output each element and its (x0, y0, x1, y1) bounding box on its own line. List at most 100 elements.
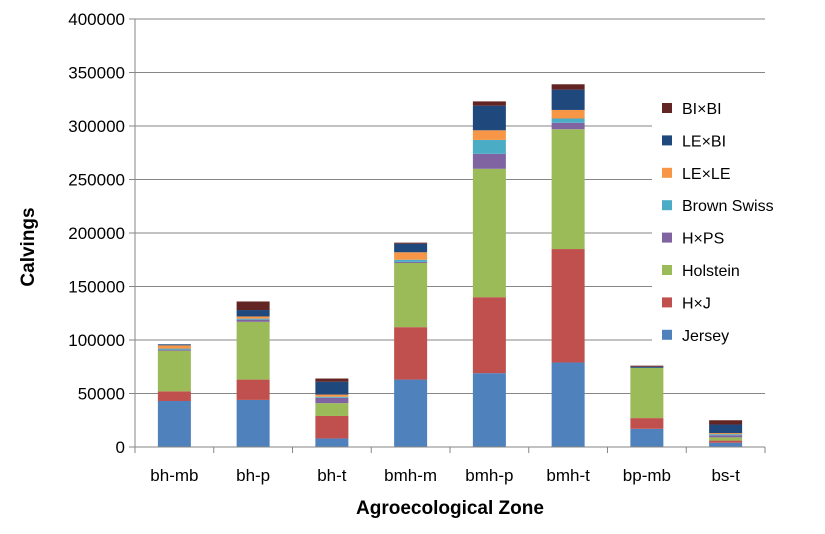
bar-segment-le-bi-bh-mb (157, 344, 191, 346)
bar-segment-le-bi-bp-mb (630, 366, 664, 368)
bar-segment-h-j-bh-p (236, 379, 270, 400)
bar-segment-h-j-bp-mb (630, 418, 664, 429)
bar-segment-h-j-bh-t (315, 415, 349, 439)
bar-segment-h-j-bmh-t (551, 249, 585, 363)
y-tick-label: 400000 (68, 10, 125, 29)
legend-label: Brown Swiss (682, 198, 774, 215)
legend-swatch (662, 329, 672, 340)
y-tick-label: 300000 (68, 117, 125, 136)
x-tick-label: bh-mb (150, 466, 198, 485)
bar-segment-h-ps-bh-mb (157, 349, 191, 351)
bar-segment-holstein-bmh-m (394, 262, 428, 328)
legend-label: H×PS (682, 231, 724, 248)
legend-label: Jersey (682, 328, 729, 345)
bar-segment-brown-swiss-bmh-m (394, 259, 428, 262)
bar-segment-brown-swiss-bh-p (236, 318, 270, 320)
y-tick-label: 350000 (68, 64, 125, 83)
bar-segment-holstein-bh-mb (157, 350, 191, 392)
bar-segment-h-ps-bmh-t (551, 122, 585, 130)
bar-segment-brown-swiss-bh-mb (157, 348, 191, 350)
bar-segment-le-le-bs-t (709, 433, 743, 435)
y-tick-label: 200000 (68, 224, 125, 243)
bar-segment-jersey-bh-mb (157, 400, 191, 447)
bar-segment-holstein-bh-p (236, 321, 270, 380)
bar-segment-bi-bi-bs-t (709, 420, 743, 425)
y-tick-label: 50000 (78, 385, 125, 404)
legend-swatch (662, 232, 672, 243)
legend-swatch (662, 135, 672, 146)
bar-segment-h-ps-bh-t (315, 397, 349, 404)
bar-segment-bi-bi-bmh-p (472, 101, 506, 106)
bar-segment-jersey-bs-t (709, 442, 743, 447)
x-axis-title: Agroecological Zone (356, 498, 544, 519)
legend-swatch (662, 297, 672, 308)
bar-segment-le-bi-bs-t (709, 424, 743, 434)
bar-segment-le-bi-bmh-m (394, 243, 428, 253)
x-tick-label: bs-t (711, 466, 740, 485)
bar-segment-le-bi-bh-p (236, 310, 270, 317)
bar-segment-le-bi-bh-t (315, 381, 349, 395)
bar-segment-h-j-bh-mb (157, 391, 191, 401)
bar-segment-le-le-bmh-m (394, 252, 428, 260)
legend-label: H×J (682, 295, 711, 312)
legend-box (652, 92, 792, 342)
x-tick-label: bmh-m (384, 466, 437, 485)
bar-segment-jersey-bmh-t (551, 362, 585, 447)
bar-segment-holstein-bp-mb (630, 367, 664, 419)
bar-segment-brown-swiss-bmh-t (551, 118, 585, 123)
bar-segment-holstein-bmh-t (551, 129, 585, 250)
x-tick-label: bmh-p (465, 466, 513, 485)
x-tick-label: bmh-t (546, 466, 590, 485)
legend-label: LE×LE (682, 166, 730, 183)
bar-segment-brown-swiss-bs-t (709, 434, 743, 436)
bar-segment-holstein-bs-t (709, 437, 743, 441)
bar-segment-h-j-bmh-p (472, 297, 506, 374)
x-tick-label: bp-mb (623, 466, 671, 485)
legend-label: BI×BI (682, 101, 722, 118)
legend-label: LE×BI (682, 133, 726, 150)
x-tick-label: bh-p (236, 466, 270, 485)
bars (157, 84, 743, 447)
y-tick-label: 0 (116, 438, 125, 457)
tick-labels: 0 50000 100000 150000 200000 250000 300000 3500… (68, 10, 740, 485)
legend-label: Holstein (682, 263, 740, 280)
bar-segment-le-le-bh-mb (157, 345, 191, 349)
legend: BI×BI LE×BI LE×LE Brown Swiss H×PS Holstein H×… (652, 92, 792, 345)
y-tick-label: 150000 (68, 278, 125, 297)
bar-segment-bi-bi-bh-t (315, 378, 349, 382)
bar-segment-le-le-bmh-p (472, 130, 506, 140)
bar-segment-bi-bi-bmh-m (394, 242, 428, 244)
bar-segment-bi-bi-bp-mb (630, 365, 664, 367)
bar-segment-h-ps-bmh-p (472, 153, 506, 169)
bar-segment-le-le-bh-t (315, 394, 349, 397)
bar-segment-le-bi-bmh-p (472, 105, 506, 131)
bar-segment-holstein-bh-t (315, 403, 349, 416)
bar-segment-le-le-bh-p (236, 316, 270, 319)
legend-swatch (662, 200, 672, 211)
bar-segment-h-j-bs-t (709, 440, 743, 443)
legend-swatch (662, 167, 672, 178)
y-tick-label: 250000 (68, 171, 125, 190)
bar-segment-bi-bi-bmh-t (551, 84, 585, 90)
bar-segment-jersey-bh-p (236, 399, 270, 447)
bar-segment-h-j-bmh-m (394, 327, 428, 380)
bar-segment-le-bi-bmh-t (551, 89, 585, 110)
bar-segment-jersey-bh-t (315, 438, 349, 447)
bar-segment-bi-bi-bh-p (236, 301, 270, 311)
bar-segment-holstein-bmh-p (472, 168, 506, 298)
y-axis-title: Calvings (18, 207, 39, 286)
y-tick-label: 100000 (68, 331, 125, 350)
bar-segment-jersey-bp-mb (630, 428, 664, 447)
bar-segment-h-ps-bs-t (709, 435, 743, 438)
bar-segment-le-le-bmh-t (551, 109, 585, 119)
bar-segment-jersey-bmh-p (472, 373, 506, 447)
axes (129, 18, 766, 453)
bar-segment-brown-swiss-bmh-p (472, 139, 506, 154)
bar-segment-jersey-bmh-m (394, 379, 428, 447)
bar-segment-h-ps-bmh-m (394, 261, 428, 263)
bar-segment-brown-swiss-bh-t (315, 396, 349, 398)
legend-swatch (662, 103, 672, 113)
bar-segment-h-ps-bh-p (236, 319, 270, 322)
